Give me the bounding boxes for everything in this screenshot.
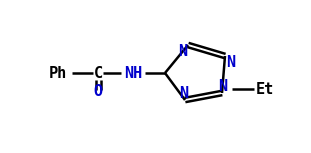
Text: O: O xyxy=(93,84,103,99)
Text: N: N xyxy=(226,55,235,70)
Text: N: N xyxy=(218,79,228,94)
Text: Ph: Ph xyxy=(49,65,67,80)
Text: N: N xyxy=(179,86,188,101)
Text: C: C xyxy=(93,65,103,80)
Text: NH: NH xyxy=(124,65,142,80)
Text: N: N xyxy=(178,44,187,59)
Text: Et: Et xyxy=(256,82,274,97)
